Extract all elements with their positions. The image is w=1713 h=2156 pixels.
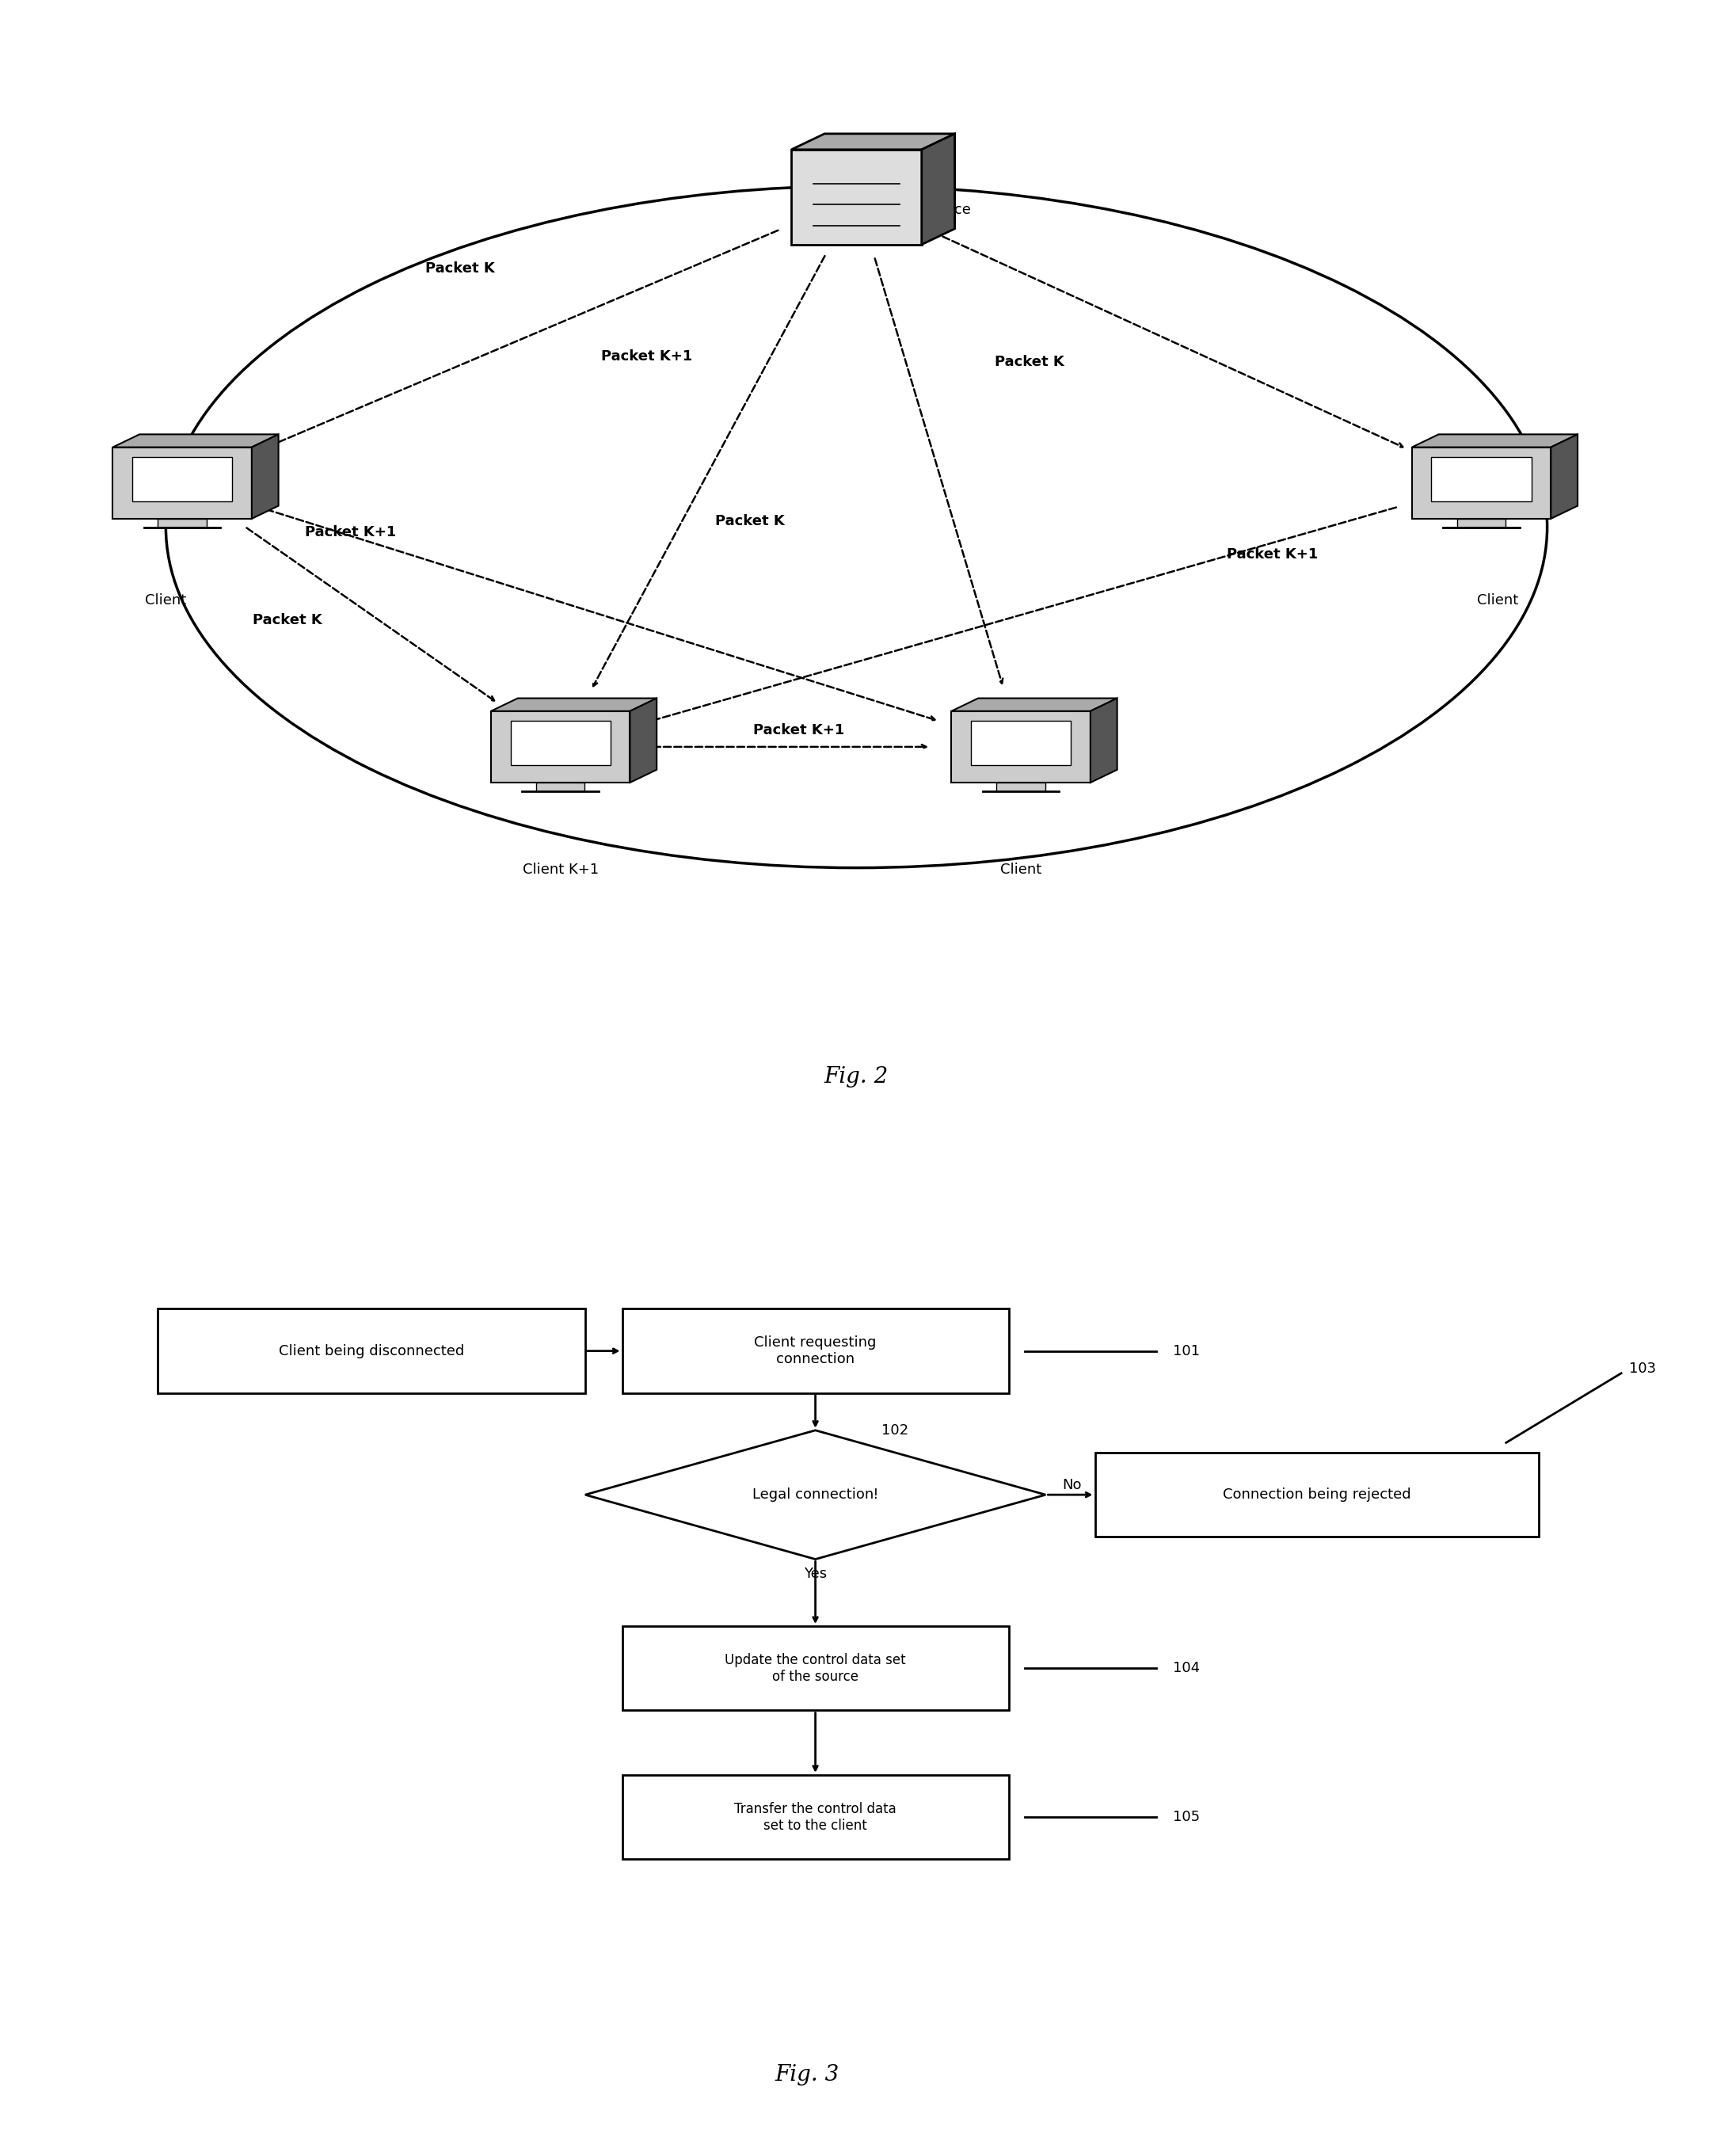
Polygon shape xyxy=(1458,520,1506,528)
FancyBboxPatch shape xyxy=(158,1309,586,1393)
Text: Source: Source xyxy=(922,203,971,218)
Text: Fig. 3: Fig. 3 xyxy=(774,2063,839,2085)
Polygon shape xyxy=(997,783,1045,791)
Text: Legal connectionǃ: Legal connectionǃ xyxy=(752,1488,879,1503)
Polygon shape xyxy=(1412,433,1578,446)
Polygon shape xyxy=(492,711,630,783)
Polygon shape xyxy=(922,134,954,244)
Polygon shape xyxy=(1432,457,1531,502)
Polygon shape xyxy=(1091,699,1117,783)
Text: Connection being rejected: Connection being rejected xyxy=(1223,1488,1412,1503)
Text: Packet K: Packet K xyxy=(714,515,785,528)
Text: Packet K+1: Packet K+1 xyxy=(1227,548,1317,561)
Text: Packet K+1: Packet K+1 xyxy=(754,722,845,737)
Text: Client: Client xyxy=(1477,593,1518,608)
Text: Fig. 2: Fig. 2 xyxy=(824,1065,889,1087)
Polygon shape xyxy=(132,457,233,502)
Polygon shape xyxy=(510,720,610,765)
Text: Packet K: Packet K xyxy=(252,612,322,627)
Polygon shape xyxy=(630,699,656,783)
Polygon shape xyxy=(1550,433,1578,520)
Polygon shape xyxy=(951,699,1117,711)
Polygon shape xyxy=(791,149,922,244)
Text: Packet K+1: Packet K+1 xyxy=(601,349,692,364)
Polygon shape xyxy=(586,1429,1045,1559)
FancyBboxPatch shape xyxy=(622,1626,1009,1710)
Polygon shape xyxy=(113,446,252,520)
Text: Transfer the control data
set to the client: Transfer the control data set to the cli… xyxy=(735,1802,896,1833)
Text: Client requesting
connection: Client requesting connection xyxy=(754,1335,877,1367)
Text: Packet K: Packet K xyxy=(995,356,1064,369)
Polygon shape xyxy=(791,134,954,149)
FancyBboxPatch shape xyxy=(1095,1453,1538,1537)
Text: 101: 101 xyxy=(1173,1343,1201,1358)
Polygon shape xyxy=(158,520,207,528)
Text: 104: 104 xyxy=(1173,1660,1201,1675)
Polygon shape xyxy=(536,783,584,791)
Text: Client K+1: Client K+1 xyxy=(522,862,598,877)
Text: Client: Client xyxy=(146,593,187,608)
Polygon shape xyxy=(252,433,279,520)
Text: 102: 102 xyxy=(880,1423,908,1438)
Polygon shape xyxy=(492,699,656,711)
FancyBboxPatch shape xyxy=(622,1774,1009,1858)
Text: Packet K+1: Packet K+1 xyxy=(305,526,396,539)
FancyBboxPatch shape xyxy=(622,1309,1009,1393)
Text: Client being disconnected: Client being disconnected xyxy=(279,1343,464,1358)
Polygon shape xyxy=(971,720,1071,765)
Polygon shape xyxy=(113,433,279,446)
Text: 105: 105 xyxy=(1173,1809,1201,1824)
Polygon shape xyxy=(951,711,1091,783)
Text: Packet K: Packet K xyxy=(425,261,495,276)
Polygon shape xyxy=(1412,446,1550,520)
Text: Update the control data set
of the source: Update the control data set of the sourc… xyxy=(725,1654,906,1684)
Text: No: No xyxy=(1062,1477,1081,1492)
Text: Yes: Yes xyxy=(803,1567,827,1580)
Text: Client: Client xyxy=(1000,862,1042,877)
Text: 103: 103 xyxy=(1629,1360,1656,1376)
